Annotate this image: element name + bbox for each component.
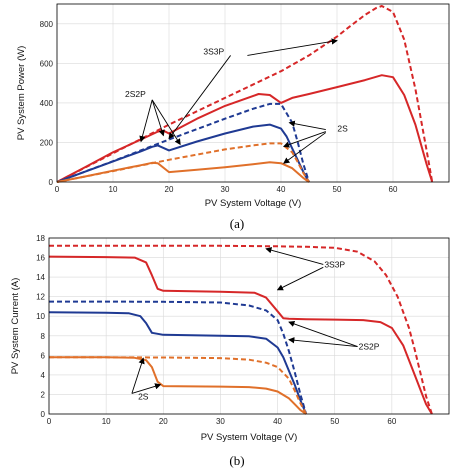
panel-caption: (b) [229,453,244,468]
y-tick-label: 2 [41,390,46,399]
annotation-arrow [283,132,327,164]
series-line-5 [49,356,307,415]
annotations: 3S3P 2S2P 2S [138,259,380,401]
y-tick-label: 8 [41,332,46,341]
series-line-2 [49,300,308,415]
x-tick-label: 30 [221,185,230,194]
x-tick-label: 10 [109,185,118,194]
x-tick-label: 40 [277,185,286,194]
annotation-arrow [288,337,358,347]
y-tick-labels: 0 2 4 6 8 10 12 14 16 18 [36,234,45,419]
y-tick-label: 400 [40,99,54,108]
plot-frame [56,3,450,183]
annotation-label: 2S [138,391,149,401]
x-axis-label: PV System Voltage (V) [201,432,298,443]
y-tick-label: 200 [40,138,54,147]
series-line-4 [56,142,310,183]
x-tick-label: 0 [55,185,60,194]
x-tick-labels: 0 10 20 30 40 50 60 [55,185,398,194]
y-tick-label: 10 [36,312,45,321]
y-tick-label: 0 [41,410,46,419]
y-tick-label: 6 [41,351,46,360]
y-axis-label: PV System Current (A) [10,278,21,375]
annotation-arrow [139,99,153,143]
x-tick-label: 0 [47,417,52,426]
y-tick-label: 18 [36,234,45,243]
x-tick-label: 10 [102,417,111,426]
annotation-arrow [131,357,145,394]
annotation-arrow [151,99,181,146]
x-tick-label: 30 [216,417,225,426]
x-tick-label: 60 [387,417,396,426]
annotation-arrow [265,247,324,265]
y-tick-label: 16 [36,254,45,263]
annotation-arrows [139,38,338,164]
annotation-arrow [288,320,358,347]
annotation-label: 2S2P [359,342,380,352]
panel-caption: (a) [230,216,244,231]
x-tick-label: 50 [333,185,342,194]
series-line-1 [56,74,434,183]
series-line-3 [48,311,308,415]
x-tick-label: 20 [159,417,168,426]
annotation-arrow [276,266,324,291]
chart-current-vs-voltage: 0 10 20 30 40 50 60 0 2 4 6 8 10 12 14 16 18 3S3P 2S2P 2S… [10,234,450,468]
y-tick-label: 4 [41,371,46,380]
chart-power-vs-voltage: 0 10 20 30 40 50 60 0 200 400 600 800 3S3P 2S2P 2S P… [16,3,450,231]
series-line-4 [49,356,307,415]
x-tick-label: 60 [389,185,398,194]
annotation-arrow [247,38,338,56]
annotations: 3S3P 2S2P 2S [125,46,348,133]
annotation-arrow [282,131,326,148]
series-line-3 [56,123,310,183]
y-tick-label: 800 [40,20,54,29]
annotation-arrow [151,99,165,137]
annotation-arrow [168,55,231,140]
annotation-arrow [131,383,162,394]
x-axis-label: PV System Voltage (V) [205,198,302,209]
y-tick-label: 14 [36,273,45,282]
series-line-1 [48,255,433,415]
x-tick-label: 50 [330,417,339,426]
x-tick-label: 40 [273,417,282,426]
plot-frame [48,237,450,415]
series-line-5 [56,161,310,183]
x-tick-label: 20 [165,185,174,194]
y-tick-label: 0 [49,178,54,187]
y-tick-labels: 0 200 400 600 800 [40,20,54,187]
annotation-label: 3S3P [203,46,224,56]
y-tick-label: 600 [40,59,54,68]
annotation-label: 2S [337,124,348,134]
annotation-label: 3S3P [324,259,345,269]
series-line-0 [56,5,434,183]
annotation-label: 2S2P [125,89,146,99]
x-tick-labels: 0 10 20 30 40 50 60 [47,417,397,426]
series-group [56,5,434,183]
y-tick-label: 12 [36,293,45,302]
y-axis-label: PV System Power (W) [16,46,27,141]
annotation-arrows [131,247,358,394]
grid [56,4,449,183]
annotation-arrow [288,120,326,131]
